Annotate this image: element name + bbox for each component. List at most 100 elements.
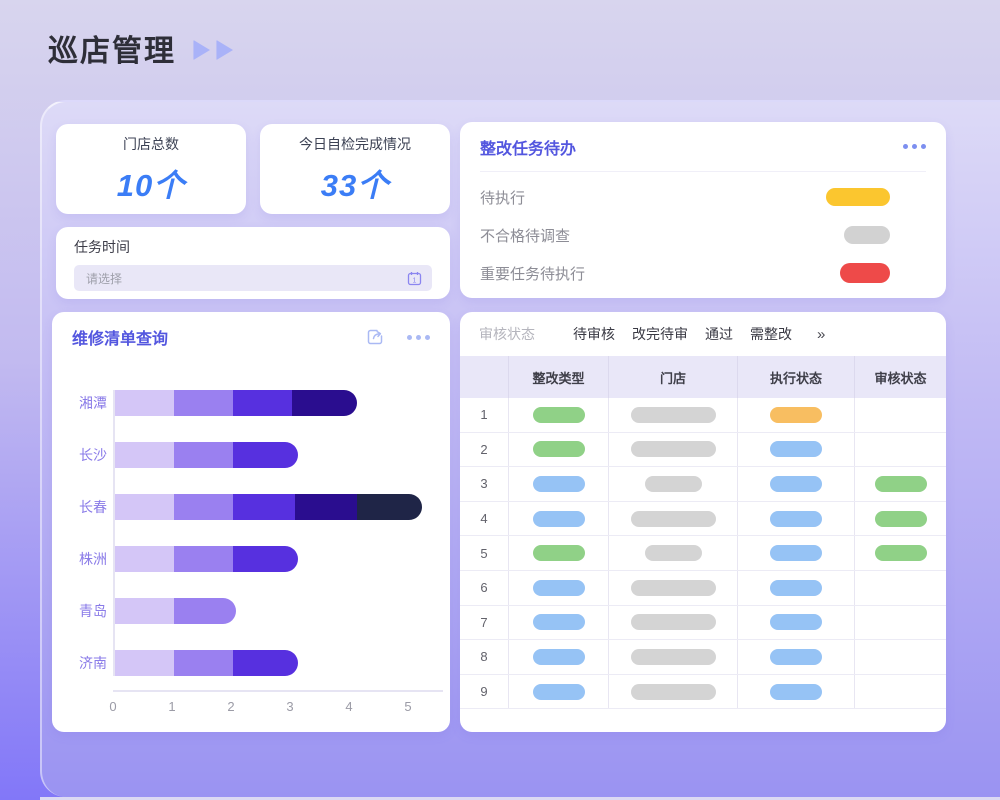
review-tab[interactable]: 需整改 xyxy=(750,326,792,342)
rectify-type-cell xyxy=(509,674,609,709)
stat-value: 33个 xyxy=(320,167,390,203)
table-row[interactable]: 6 xyxy=(460,570,946,606)
page-title: 巡店管理 xyxy=(48,35,176,68)
status-pill xyxy=(532,614,585,631)
status-pill xyxy=(532,441,585,458)
row-number-cell: 1 xyxy=(460,398,509,432)
status-pill xyxy=(874,545,927,562)
stacked-bar xyxy=(115,442,443,468)
status-pill xyxy=(644,475,702,492)
x-axis-tick-label: 0 xyxy=(109,699,117,714)
todo-count-pill xyxy=(826,188,890,206)
ellipsis-icon[interactable] xyxy=(407,334,430,340)
chart-bar-row: 长沙 xyxy=(79,442,443,468)
review-tab[interactable]: 待审核 xyxy=(573,326,615,342)
exec-status-cell xyxy=(738,570,855,605)
todo-item: 重要任务待执行 xyxy=(480,254,926,292)
play-triangle-icon xyxy=(216,40,233,60)
review-tab[interactable]: 通过 xyxy=(705,326,733,342)
task-time-date-input[interactable]: 请选择 1 xyxy=(74,265,432,291)
stacked-bar xyxy=(115,598,443,624)
repair-list-panel: 维修清单查询 湘潭 长沙 长春 株洲 青岛 济南 0 1 2 3 4 5 xyxy=(52,312,450,732)
ellipsis-icon[interactable] xyxy=(903,144,926,149)
row-number-cell: 4 xyxy=(460,501,509,536)
bar-segment xyxy=(294,494,357,520)
todo-panel-title: 整改任务待办 xyxy=(480,140,577,158)
audit-status-cell xyxy=(855,433,946,467)
review-tab[interactable]: 改完待审 xyxy=(632,326,688,342)
store-cell xyxy=(609,467,738,501)
table-row[interactable]: 9 xyxy=(460,674,946,710)
bar-segment xyxy=(174,650,233,676)
row-number-cell: 7 xyxy=(460,605,509,640)
status-pill xyxy=(770,545,822,562)
status-pill xyxy=(770,579,822,596)
status-pill xyxy=(630,683,716,700)
bottom-strip xyxy=(40,797,1000,800)
more-tabs-chevron[interactable]: » xyxy=(817,325,826,343)
store-cell xyxy=(609,605,738,640)
audit-status-cell xyxy=(855,467,946,501)
bar-segment xyxy=(233,546,298,572)
bar-segment xyxy=(356,494,422,520)
store-cell xyxy=(609,432,738,467)
table-row[interactable]: 8 xyxy=(460,640,946,675)
chart-x-axis: 0 1 2 3 4 5 xyxy=(109,690,443,716)
todo-item: 不合格待调查 xyxy=(480,216,926,254)
status-pill xyxy=(630,579,716,596)
audit-status-cell xyxy=(855,502,946,536)
status-pill xyxy=(630,406,716,423)
chart-bar-row: 湘潭 xyxy=(79,390,443,416)
date-input-placeholder: 请选择 xyxy=(86,271,123,286)
calendar-icon[interactable]: 1 xyxy=(407,271,422,286)
rectify-type-cell xyxy=(509,467,609,501)
todo-panel: 整改任务待办 待执行不合格待调查重要任务待执行 xyxy=(460,122,946,298)
rectify-type-cell xyxy=(509,398,609,432)
row-number-cell: 5 xyxy=(460,536,509,570)
chart-category-label: 株洲 xyxy=(79,551,107,567)
stacked-bar xyxy=(115,390,443,416)
status-pill xyxy=(532,510,585,527)
todo-count-pill xyxy=(844,226,890,244)
status-pill xyxy=(532,545,585,562)
x-axis-tick-label: 2 xyxy=(227,699,235,714)
exec-status-cell xyxy=(738,536,855,570)
todo-item-label: 重要任务待执行 xyxy=(480,265,586,283)
chart-category-label: 长沙 xyxy=(79,447,107,463)
table-row[interactable]: 1 xyxy=(460,398,946,433)
bar-segment xyxy=(233,442,298,468)
exec-status-cell xyxy=(738,398,855,432)
rectify-type-cell xyxy=(509,432,609,467)
share-icon[interactable] xyxy=(365,327,385,347)
todo-list: 待执行不合格待调查重要任务待执行 xyxy=(480,172,926,292)
task-time-label: 任务时间 xyxy=(74,239,130,255)
table-row[interactable]: 5 xyxy=(460,536,946,571)
stat-label: 今日自检完成情况 xyxy=(299,135,411,152)
bar-segment xyxy=(115,650,174,676)
store-cell xyxy=(609,640,738,674)
bar-segment xyxy=(174,442,233,468)
table-row[interactable]: 4 xyxy=(460,501,946,537)
table-header-cell: 审核状态 xyxy=(874,370,927,386)
rectify-type-cell xyxy=(509,605,609,640)
table-row[interactable]: 2 xyxy=(460,432,946,468)
store-cell xyxy=(609,501,738,536)
bar-segment xyxy=(174,390,233,416)
page-header: 巡店管理 xyxy=(48,26,233,70)
chart-rows: 湘潭 长沙 长春 株洲 青岛 济南 xyxy=(79,390,443,676)
status-pill xyxy=(630,510,716,527)
table-row[interactable]: 3 xyxy=(460,467,946,502)
task-time-card: 任务时间 请选择 1 xyxy=(56,227,450,299)
exec-status-cell xyxy=(738,605,855,640)
bar-segment xyxy=(233,390,292,416)
row-number-cell: 6 xyxy=(460,570,509,605)
table-row[interactable]: 7 xyxy=(460,605,946,641)
exec-status-cell xyxy=(738,501,855,536)
rectify-type-cell xyxy=(509,640,609,674)
todo-item-label: 待执行 xyxy=(480,189,526,207)
stacked-bar xyxy=(115,546,443,572)
status-pill xyxy=(532,406,585,423)
